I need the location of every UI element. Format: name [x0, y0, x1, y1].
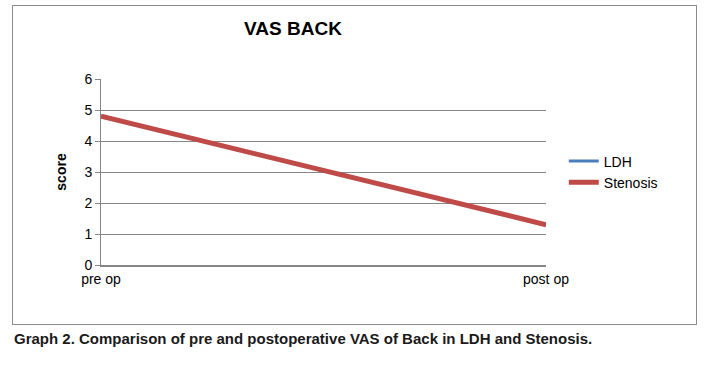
svg-text:post op: post op: [523, 271, 569, 287]
svg-text:3: 3: [84, 164, 92, 180]
svg-text:1: 1: [84, 226, 92, 242]
svg-text:score: score: [53, 153, 69, 191]
html-text:Graph 2. Comparison of pre and: Graph 2. Comparison of pre and postopera…: [14, 330, 593, 347]
svg-text:4: 4: [84, 133, 92, 149]
svg-text:0: 0: [84, 257, 92, 273]
svg-text:VAS BACK: VAS BACK: [244, 18, 342, 39]
svg-text:LDH: LDH: [604, 154, 632, 170]
svg-text:Stenosis: Stenosis: [604, 175, 658, 191]
svg-text:5: 5: [84, 102, 92, 118]
svg-text:2: 2: [84, 195, 92, 211]
svg-text:pre op: pre op: [81, 271, 121, 287]
svg-text:6: 6: [84, 71, 92, 87]
